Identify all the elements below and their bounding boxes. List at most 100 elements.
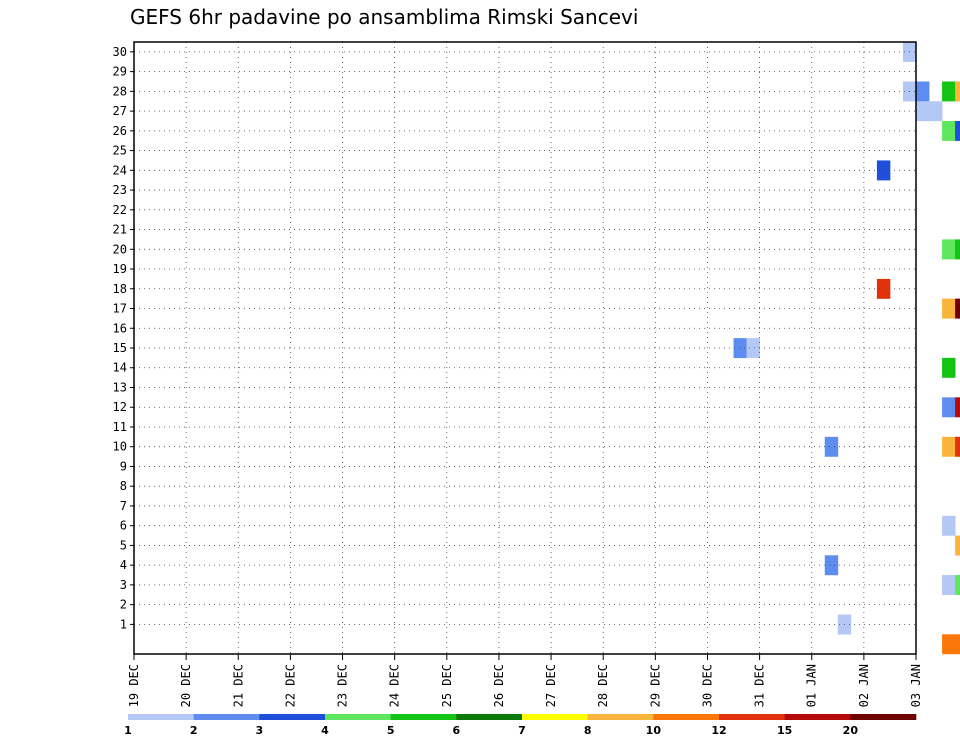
y-tick-label: 29: [113, 65, 127, 79]
data-cell: [824, 555, 839, 576]
x-tick-label: 23 DEC: [336, 664, 350, 707]
colorbar-swatch: [193, 714, 260, 720]
data-cell: [942, 357, 956, 378]
y-tick-label: 8: [120, 479, 127, 493]
y-tick-label: 2: [120, 598, 127, 612]
y-tick-label: 7: [120, 499, 127, 513]
colorbar-swatch: [653, 714, 720, 720]
colorbar-swatch: [587, 714, 654, 720]
colorbar-label: 3: [256, 724, 264, 737]
y-tick-label: 20: [113, 242, 127, 256]
x-tick-label: 19 DEC: [127, 664, 141, 707]
data-cell: [955, 436, 960, 457]
data-cell: [929, 101, 943, 122]
colorbar-swatch: [456, 714, 523, 720]
cells-layer: [733, 42, 960, 655]
colorbar-swatch: [128, 714, 194, 720]
colorbar-label: 20: [843, 724, 859, 737]
colorbar-swatch: [719, 714, 785, 720]
x-tick-label: 25 DEC: [440, 664, 454, 707]
x-tick-label: 24 DEC: [388, 664, 402, 707]
x-tick-label: 30 DEC: [700, 664, 714, 707]
colorbar-label: 5: [387, 724, 395, 737]
y-tick-label: 21: [113, 223, 127, 237]
data-cell: [942, 120, 956, 141]
y-tick-label: 18: [113, 282, 127, 296]
colorbar-swatch: [325, 714, 391, 720]
y-tick-label: 12: [113, 400, 127, 414]
data-cell: [955, 239, 960, 260]
chart-title: GEFS 6hr padavine po ansamblima Rimski S…: [130, 5, 638, 29]
data-cell: [955, 298, 960, 319]
y-tick-label: 3: [120, 578, 127, 592]
data-cell: [942, 515, 956, 536]
x-tick-label: 03 JAN: [909, 664, 923, 707]
colorbar-label: 4: [321, 724, 329, 737]
data-cell: [942, 81, 956, 102]
colorbar-swatch: [850, 714, 917, 720]
data-cell: [955, 634, 960, 655]
data-cell: [942, 298, 956, 319]
x-tick-label: 27 DEC: [544, 664, 558, 707]
data-cell: [942, 436, 956, 457]
colorbar: 1 2 3 4 5 6 7 8 10 12 15 20: [124, 714, 917, 737]
x-tick-label: 31 DEC: [753, 664, 767, 707]
colorbar-label: 12: [711, 724, 726, 737]
grid-layer: [134, 42, 916, 654]
y-axis: 1234567891011121314151617181920212223242…: [113, 45, 134, 631]
y-tick-label: 23: [113, 183, 127, 197]
x-tick-label: 28 DEC: [596, 664, 610, 707]
y-tick-label: 28: [113, 84, 127, 98]
data-cell: [955, 535, 960, 556]
x-tick-label: 01 JAN: [805, 664, 819, 707]
x-tick-label: 22 DEC: [283, 664, 297, 707]
y-tick-label: 22: [113, 203, 127, 217]
x-tick-label: 26 DEC: [492, 664, 506, 707]
data-cell: [955, 397, 960, 418]
colorbar-swatch: [784, 714, 851, 720]
data-cell: [942, 239, 956, 260]
y-tick-label: 11: [113, 420, 127, 434]
data-cell: [942, 397, 956, 418]
y-tick-label: 4: [120, 558, 127, 572]
y-tick-label: 17: [113, 302, 127, 316]
x-tick-label: 02 JAN: [857, 664, 871, 707]
colorbar-label: 1: [124, 724, 132, 737]
data-cell: [824, 436, 839, 457]
data-cell: [916, 81, 930, 102]
data-cell: [942, 575, 956, 595]
colorbar-label: 7: [518, 724, 526, 737]
y-tick-label: 13: [113, 380, 127, 394]
y-tick-label: 24: [113, 163, 127, 177]
y-tick-label: 25: [113, 144, 127, 158]
data-cell: [955, 120, 960, 141]
x-tick-label: 29 DEC: [648, 664, 662, 707]
y-tick-label: 6: [120, 519, 127, 533]
colorbar-swatch: [390, 714, 457, 720]
colorbar-label: 10: [646, 724, 662, 737]
data-cell: [876, 278, 891, 299]
colorbar-label: 6: [453, 724, 461, 737]
data-cell: [733, 338, 747, 359]
y-tick-label: 26: [113, 124, 127, 138]
data-cell: [916, 101, 930, 122]
y-tick-label: 15: [113, 341, 127, 355]
x-axis: 19 DEC 20 DEC 21 DEC 22 DEC 23 DEC 24 DEC 25 D…: [127, 654, 923, 707]
colorbar-label: 15: [777, 724, 792, 737]
colorbar-swatch: [259, 714, 326, 720]
y-tick-label: 5: [120, 538, 127, 552]
y-tick-label: 9: [120, 459, 127, 473]
data-cell: [955, 575, 960, 595]
data-cell: [876, 160, 891, 181]
x-tick-label: 21 DEC: [231, 664, 245, 707]
data-cell: [746, 338, 760, 359]
data-cell: [942, 634, 956, 655]
y-tick-label: 1: [120, 617, 127, 631]
y-tick-label: 16: [113, 321, 127, 335]
colorbar-swatch: [522, 714, 588, 720]
y-tick-label: 10: [113, 440, 127, 454]
y-tick-label: 19: [113, 262, 127, 276]
data-cell: [955, 81, 960, 102]
x-tick-label: 20 DEC: [179, 664, 193, 707]
colorbar-label: 8: [584, 724, 592, 737]
